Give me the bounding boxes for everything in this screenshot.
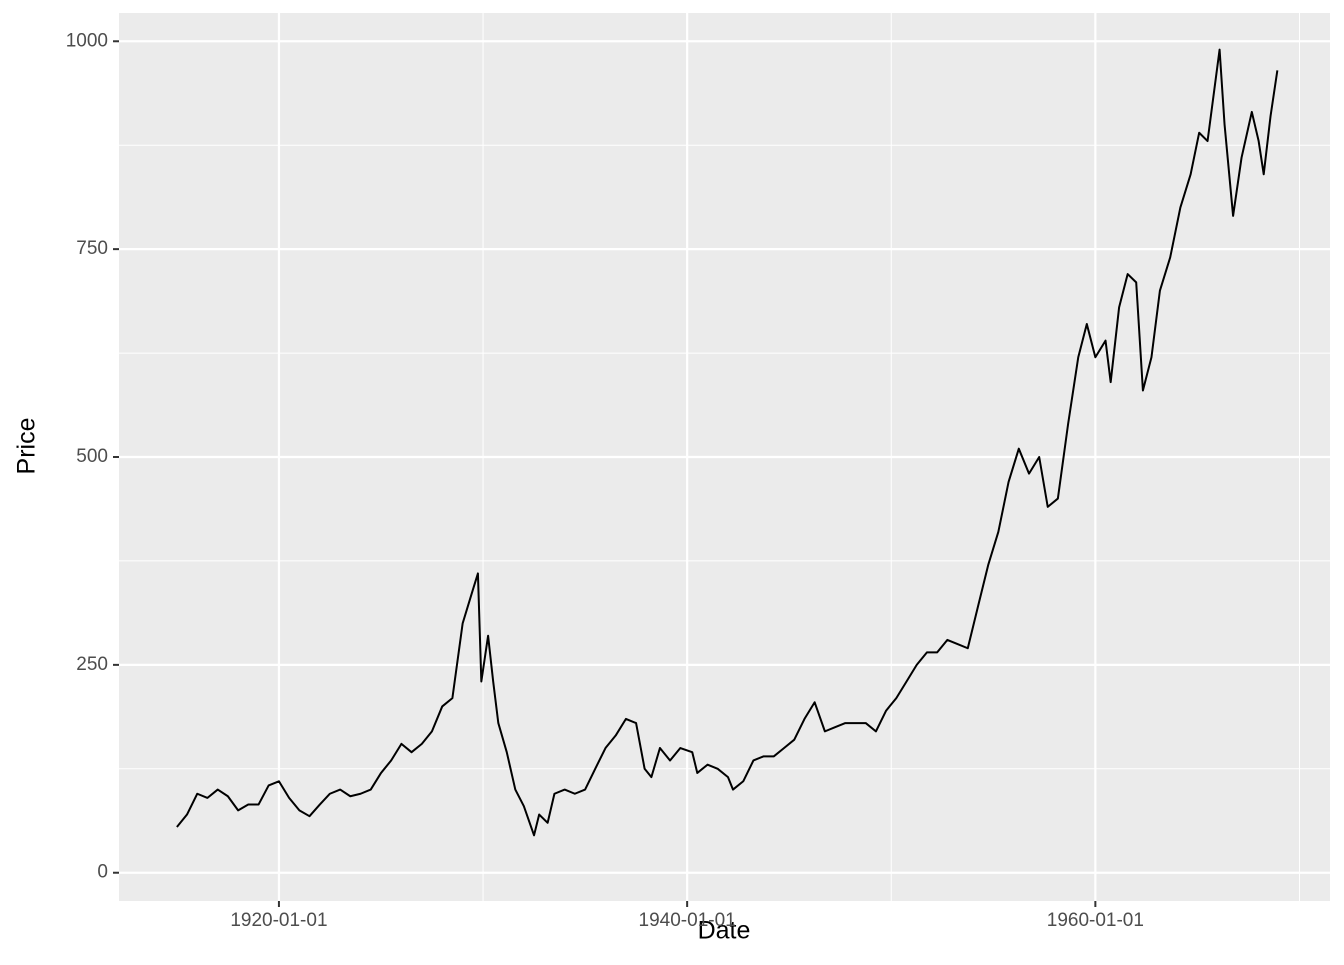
y-axis-label: Price — [13, 418, 41, 475]
y-tick-label: 500 — [76, 446, 108, 467]
y-tick-label: 0 — [97, 862, 108, 883]
price-line — [176, 48, 1279, 837]
y-tick-label: 250 — [76, 654, 108, 675]
x-tick-label: 1960-01-01 — [1047, 910, 1144, 931]
x-tick-label: 1920-01-01 — [230, 910, 327, 931]
y-tick-label: 750 — [76, 238, 108, 259]
x-tick-label: 1940-01-01 — [639, 910, 736, 931]
x-axis-label: Date — [698, 917, 751, 945]
y-tick-label: 1000 — [66, 30, 108, 51]
